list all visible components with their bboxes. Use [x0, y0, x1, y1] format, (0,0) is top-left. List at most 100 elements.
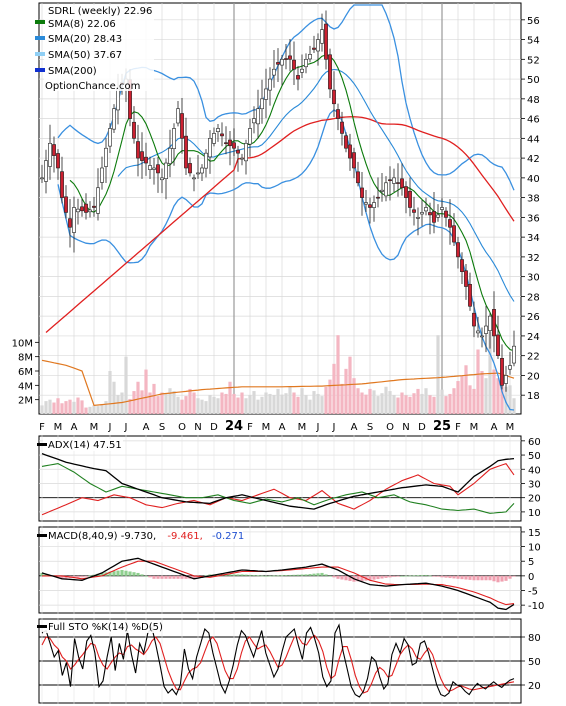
volume-average-line — [41, 359, 515, 407]
macd-histogram-bar — [396, 575, 400, 577]
bollinger-lower-line — [57, 109, 515, 411]
candle-body — [40, 177, 44, 180]
price-tick-label: 24 — [527, 332, 540, 343]
volume-bar — [268, 393, 272, 414]
time-label: O — [178, 422, 186, 433]
candle-body — [180, 113, 184, 139]
time-label: S — [159, 422, 165, 433]
volume-bar — [160, 392, 164, 414]
price-tick-label: 48 — [527, 95, 540, 106]
macd-histogram-bar — [136, 572, 140, 576]
macd-histogram-bar — [236, 574, 240, 576]
candle-body — [480, 335, 484, 338]
stochastic-label: Full STO %K(14) %D(5) — [48, 622, 163, 633]
candle-body — [272, 68, 276, 76]
volume-bar — [360, 392, 364, 414]
candle-body — [428, 212, 432, 216]
macd-histogram-bar — [336, 575, 340, 579]
volume-bar — [384, 386, 388, 414]
time-label: M — [506, 422, 515, 433]
macd-histogram-bar — [424, 574, 428, 576]
candle-body — [340, 121, 344, 134]
macd-histogram-bar — [276, 575, 280, 577]
volume-bar — [324, 386, 328, 414]
time-label: J — [108, 422, 112, 433]
macd-histogram-bar — [384, 575, 388, 578]
candle-body — [360, 187, 364, 198]
volume-bar — [128, 398, 132, 414]
volume-bar — [308, 399, 312, 414]
volume-bar — [252, 391, 256, 414]
volume-bar — [484, 378, 488, 414]
candle-body — [500, 358, 504, 386]
candle-body — [496, 334, 500, 356]
volume-bar — [480, 371, 484, 414]
macd-histogram-bar — [64, 575, 68, 579]
time-label: M — [298, 422, 307, 433]
candle-body — [328, 54, 332, 90]
volume-bar — [416, 388, 420, 414]
volume-bar — [472, 388, 476, 414]
candle-body — [260, 98, 264, 110]
macd-histogram-bar — [496, 575, 500, 583]
volume-bar — [188, 388, 192, 414]
macd-histogram-bar — [156, 575, 160, 579]
volume-bar — [424, 388, 428, 414]
candlesticks — [40, 10, 516, 392]
volume-bar — [76, 397, 80, 414]
macd-histogram-bar — [428, 575, 432, 577]
candle-body — [404, 186, 408, 198]
macd-histogram-bar — [272, 575, 276, 577]
macd-histogram-bar — [248, 574, 252, 576]
legend-swatch-sma200 — [35, 68, 45, 72]
candle-body — [176, 108, 180, 124]
volume-bar — [444, 396, 448, 414]
candle-body — [292, 59, 296, 70]
volume-bar — [132, 391, 136, 414]
candle-body — [332, 89, 336, 105]
panel-tick-label: -10 — [528, 601, 544, 612]
candle-body — [188, 163, 192, 174]
macd-histogram-bar — [476, 575, 480, 581]
adx-grid — [39, 435, 521, 522]
volume-bar — [100, 403, 104, 414]
volume-bar — [260, 396, 264, 414]
panel-tick-label: 50 — [528, 451, 541, 462]
legend: SDRL (weekly) 22.96 SMA(8) 22.06 SMA(20)… — [35, 5, 154, 92]
volume-axis-ticks: 10M 8M 6M 4M 2M — [12, 338, 39, 407]
macd-histogram-bar — [256, 575, 260, 577]
candle-body — [212, 133, 216, 144]
candle-body — [216, 128, 220, 132]
panel-tick-label: 40 — [528, 465, 541, 476]
candle-body — [200, 167, 204, 174]
volume-bar — [512, 398, 516, 414]
volume-bar — [112, 381, 116, 414]
candle-body — [204, 152, 208, 169]
volume-bar — [236, 397, 240, 414]
macd-histogram-bar — [196, 575, 200, 578]
volume-bar — [136, 381, 140, 414]
macd-histogram-bar — [240, 574, 244, 576]
volume-bar — [108, 371, 112, 414]
candle-body — [356, 171, 360, 184]
candle-body — [280, 59, 284, 66]
volume-bar — [88, 406, 92, 414]
candle-body — [220, 133, 224, 137]
volume-bar — [216, 398, 220, 414]
candle-body — [268, 78, 272, 91]
macd-axis-ticks: 15 10 5 0 -5 -10 — [521, 528, 544, 612]
candle-body — [84, 203, 88, 213]
candle-body — [336, 109, 340, 119]
adx-label: ADX(14) 47.51 — [48, 440, 122, 451]
candle-body — [228, 139, 232, 147]
time-label: F — [39, 422, 45, 433]
candle-body — [56, 153, 60, 169]
volume-bar — [40, 405, 44, 414]
time-label: F — [247, 422, 253, 433]
macd-histogram-bar — [164, 575, 168, 579]
volume-bar — [104, 401, 108, 414]
macd-histogram-bar — [144, 575, 148, 577]
adx-axis-ticks: 60 50 40 30 20 10 — [521, 437, 541, 519]
volume-bar — [408, 396, 412, 414]
